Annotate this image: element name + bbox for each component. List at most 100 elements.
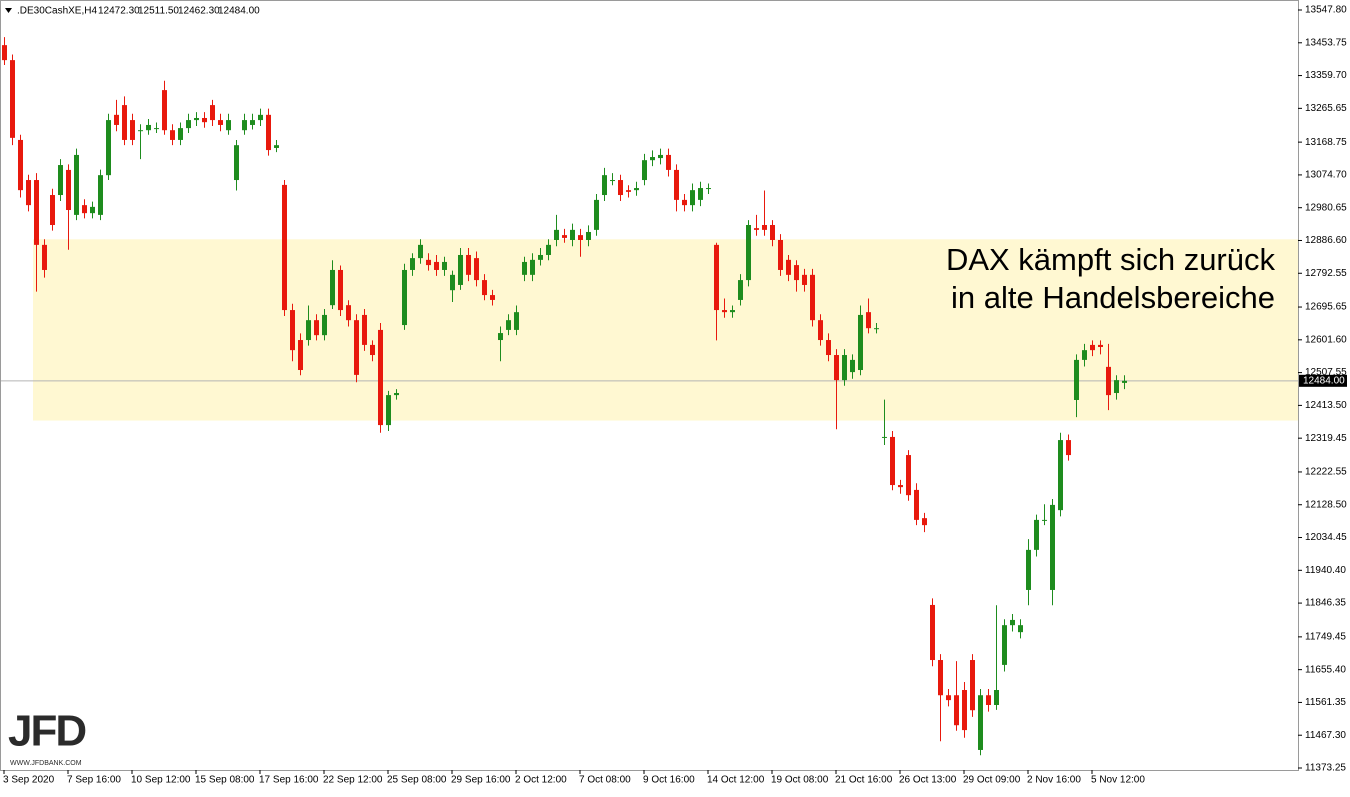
candle-body [258, 114, 263, 121]
candle-body [746, 225, 751, 281]
candle-body [962, 690, 967, 731]
x-tick-label: 2 Oct 12:00 [515, 775, 567, 786]
y-tick-label: 12601.60 [1305, 334, 1347, 345]
last-price-label: 12484.00 [1303, 375, 1345, 386]
candle-body [98, 175, 103, 215]
candle-body [842, 355, 847, 381]
y-tick-label: 11467.30 [1305, 730, 1346, 741]
candle-body [602, 175, 607, 196]
candle-body [1050, 504, 1055, 590]
candle-body [522, 261, 527, 275]
candle-body [994, 690, 999, 705]
candle-body [482, 280, 487, 296]
plot-frame [0, 0, 1299, 771]
candle-body [666, 154, 671, 170]
candle-body [170, 130, 175, 140]
candle-body [634, 188, 639, 191]
candle-body [730, 310, 735, 313]
candle-body [802, 274, 807, 285]
candle-body [778, 239, 783, 270]
candle-body [74, 154, 79, 215]
logo-url: WWW.JFDBANK.COM [10, 760, 82, 767]
y-tick-label: 12128.50 [1305, 499, 1347, 510]
candle-body [1058, 440, 1063, 511]
candle-body [10, 60, 15, 138]
y-tick-label: 12886.60 [1305, 235, 1347, 246]
candle-body [682, 199, 687, 206]
x-tick-label: 15 Sep 08:00 [195, 775, 255, 786]
candle-body [794, 265, 799, 281]
y-tick-label: 11940.40 [1305, 565, 1346, 576]
candle-body [338, 269, 343, 311]
candle-body [418, 244, 423, 259]
candle-body [1042, 519, 1047, 521]
candle-body [818, 320, 823, 341]
candle-body [178, 128, 183, 140]
candle-body [786, 259, 791, 275]
candle-body [946, 695, 951, 701]
candle-body [586, 231, 591, 240]
candle-body [610, 180, 615, 182]
candle-body [490, 295, 495, 300]
candle-body [298, 340, 303, 371]
candle-body [1074, 359, 1079, 400]
x-tick-label: 17 Sep 16:00 [259, 775, 319, 786]
annotation: in alte Handelsbereiche [951, 280, 1275, 315]
candle-body [1106, 366, 1111, 396]
candle-body [562, 235, 567, 238]
x-tick-label: 5 Nov 12:00 [1091, 775, 1145, 786]
candle-body [162, 90, 167, 131]
candle-body [442, 261, 447, 270]
candle-body [210, 105, 215, 121]
candle-body [402, 269, 407, 326]
y-tick-label: 13547.80 [1305, 5, 1347, 16]
candle-body [274, 145, 279, 148]
candle-body [650, 157, 655, 161]
x-tick-label: 26 Oct 13:00 [899, 775, 957, 786]
x-tick-label: 7 Oct 08:00 [579, 775, 631, 786]
candle-body [690, 190, 695, 206]
candle-body [130, 120, 135, 140]
candle-body [266, 114, 271, 151]
x-tick-label: 19 Oct 08:00 [771, 775, 829, 786]
candle-body [58, 165, 63, 196]
candle-body [1034, 519, 1039, 550]
candle-body [858, 314, 863, 371]
candle-body [738, 280, 743, 300]
y-tick-label: 13453.75 [1305, 37, 1347, 48]
candle-body [498, 333, 503, 341]
candle-body [474, 258, 479, 281]
candle-body [570, 229, 575, 240]
candle-body [282, 184, 287, 311]
candle-body [914, 489, 919, 520]
candle-body [866, 312, 871, 329]
candle-body [1026, 549, 1031, 590]
y-tick-label: 13074.70 [1305, 170, 1347, 181]
candle-body [458, 254, 463, 285]
x-tick-label: 2 Nov 16:00 [1027, 775, 1081, 786]
candle-body [330, 269, 335, 306]
candle-body [674, 169, 679, 200]
menu-arrow[interactable] [5, 8, 12, 13]
candle-body [882, 436, 887, 438]
candle-body [226, 120, 231, 131]
candle-body [506, 320, 511, 330]
candle-body [378, 329, 383, 426]
candle-body [1018, 625, 1023, 633]
candle-body [186, 120, 191, 129]
candle-body [306, 320, 311, 341]
candle-body [706, 188, 711, 190]
x-tick-label: 22 Sep 12:00 [323, 775, 383, 786]
candle-body [250, 120, 255, 125]
candle-body [970, 660, 975, 711]
candle-body [642, 160, 647, 181]
y-tick-label: 12034.45 [1305, 532, 1347, 543]
header-low: 12462.30 [178, 6, 220, 17]
candle-body [826, 340, 831, 356]
candle-body [754, 228, 759, 230]
zone [33, 239, 1298, 421]
candle-body [106, 120, 111, 176]
candle-body [626, 190, 631, 192]
candle-body [18, 139, 23, 191]
